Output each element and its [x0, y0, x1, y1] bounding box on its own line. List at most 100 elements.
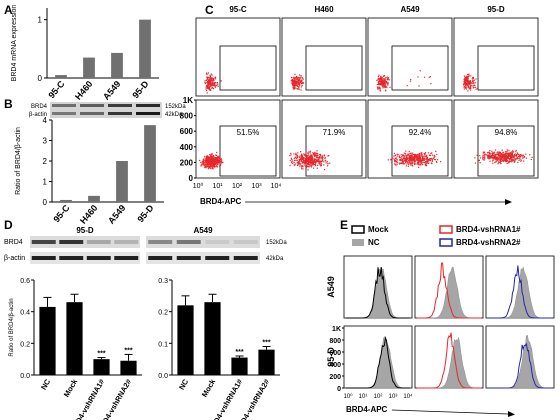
- c-dot: [417, 158, 419, 160]
- c-dot: [423, 76, 426, 78]
- c-dot: [472, 77, 474, 79]
- c-dot: [300, 166, 303, 168]
- c-dot: [301, 165, 303, 167]
- c-dot: [412, 156, 414, 158]
- b-y-axis-title: Ratio of BRD4/β-actin: [15, 127, 22, 195]
- c-dot: [313, 152, 316, 154]
- c-dot: [379, 78, 381, 80]
- c-dot: [311, 161, 313, 163]
- c-dot: [408, 157, 410, 159]
- c-dot: [304, 158, 307, 160]
- c-dot: [488, 155, 491, 157]
- c-x-tick-label: 10³: [251, 183, 262, 190]
- c-dot: [472, 82, 474, 85]
- c-dot: [320, 164, 322, 167]
- c-dot: [320, 162, 322, 164]
- c-dot: [293, 81, 295, 83]
- c-dot: [296, 78, 299, 80]
- c-dot: [389, 86, 391, 88]
- c-dot: [377, 79, 379, 81]
- c-dot: [469, 81, 471, 83]
- c-dot: [406, 155, 408, 158]
- c-dot: [211, 87, 213, 89]
- c-dot: [411, 161, 413, 164]
- c-dot: [218, 156, 220, 158]
- c-dot: [209, 84, 211, 86]
- c-dot: [300, 155, 302, 157]
- d-significance: ***: [97, 351, 105, 358]
- c-dot: [378, 82, 380, 84]
- c-dot: [382, 87, 384, 89]
- c-dot: [419, 163, 421, 165]
- c-dot: [435, 150, 437, 152]
- c-dot: [489, 154, 491, 156]
- c-dot: [299, 160, 301, 163]
- c-dot: [316, 156, 318, 158]
- c-dot: [298, 85, 300, 87]
- c-dot: [212, 79, 214, 81]
- c-dot: [291, 158, 293, 161]
- c-x-tick-label: 10¹: [212, 183, 223, 190]
- c-dot: [300, 82, 303, 85]
- c-dot: [410, 154, 413, 156]
- c-dot: [204, 155, 206, 158]
- e-y-tick-label: 600: [329, 350, 341, 357]
- c-dot: [491, 154, 493, 156]
- c-dot: [505, 152, 508, 154]
- c-dot: [296, 88, 298, 90]
- c-dot: [412, 157, 414, 159]
- c-dot: [467, 77, 469, 79]
- c-dot: [428, 159, 431, 161]
- c-dot: [293, 78, 296, 80]
- c-dot: [324, 159, 326, 161]
- c-dot: [312, 164, 314, 166]
- c-dot: [497, 157, 499, 159]
- c-dot: [308, 151, 310, 153]
- c-dot: [295, 80, 298, 82]
- c-dot: [209, 81, 211, 83]
- c-dot: [423, 162, 425, 164]
- c-dot: [492, 157, 494, 159]
- c-dot: [467, 84, 469, 87]
- c-dot: [522, 154, 525, 156]
- c-dot: [474, 157, 476, 159]
- c-dot: [290, 162, 293, 164]
- c-dot: [378, 74, 380, 76]
- c-dot: [208, 86, 211, 88]
- c-dot: [424, 158, 426, 160]
- c-dot-cluster: [462, 73, 479, 92]
- c-dot: [295, 84, 297, 87]
- c-dot: [309, 162, 312, 164]
- c-dot: [421, 164, 424, 166]
- e-legend-swatch: [352, 239, 364, 246]
- c-dot: [394, 163, 396, 165]
- c-dot: [211, 77, 213, 79]
- c-dot: [425, 160, 427, 163]
- c-dot: [300, 77, 302, 79]
- d-blot-label: BRD4: [4, 239, 23, 246]
- c-dot: [383, 79, 385, 81]
- c-dot: [214, 161, 216, 163]
- c-dot: [399, 158, 402, 161]
- c-dot: [309, 158, 312, 160]
- c-dot: [421, 153, 423, 155]
- c-dot: [421, 158, 424, 160]
- c-dot: [310, 160, 312, 163]
- c-plot-frame: [453, 99, 539, 179]
- c-dot: [300, 159, 303, 162]
- c-dot: [378, 79, 381, 81]
- c-dot: [490, 153, 492, 155]
- c-dot: [306, 164, 308, 166]
- c-dot: [500, 155, 502, 158]
- c-dot: [309, 162, 311, 164]
- c-dot: [503, 155, 505, 157]
- c-dot: [409, 159, 411, 161]
- c-dot: [413, 157, 415, 160]
- c-dot: [418, 164, 421, 166]
- c-dot: [387, 84, 389, 86]
- c-dot: [292, 162, 294, 164]
- c-dot: [421, 156, 424, 159]
- e-x-tick-label: 10⁰: [343, 393, 353, 400]
- c-dot: [293, 161, 295, 164]
- c-dot: [508, 161, 510, 163]
